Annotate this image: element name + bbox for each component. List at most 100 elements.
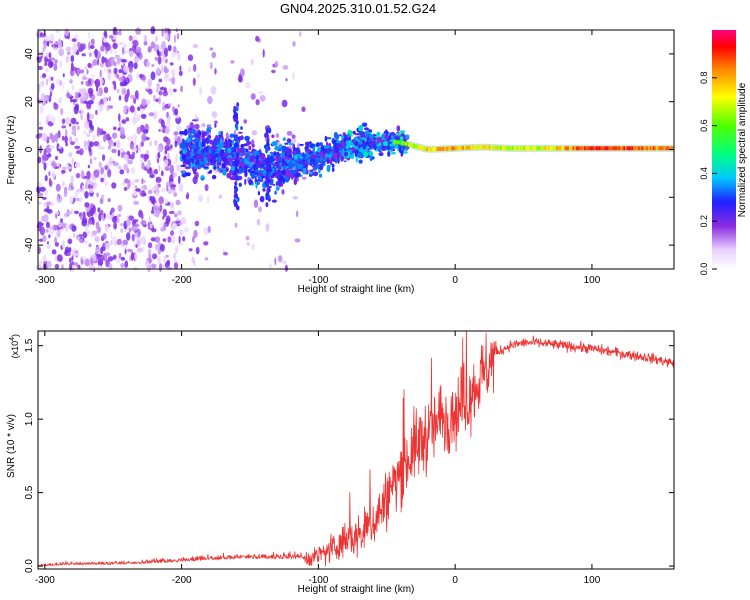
heatmap-blob [309, 169, 314, 173]
heatmap-blob [46, 243, 51, 249]
heatmap-blob [123, 108, 127, 114]
heatmap-blob [331, 167, 335, 172]
heatmap-blob [105, 252, 111, 257]
heatmap-blob [60, 107, 64, 116]
heatmap-blob [40, 33, 47, 38]
heatmap-blob [86, 230, 91, 235]
heatmap-blob [146, 150, 149, 155]
heatmap-blob [323, 145, 329, 149]
heatmap-blob [304, 141, 311, 147]
heatmap-blob [67, 51, 71, 56]
heatmap-blob [71, 225, 77, 232]
heatmap-blob [162, 238, 167, 242]
heatmap-blob [309, 158, 316, 163]
heatmap-blob [227, 157, 232, 162]
heatmap-blob [83, 140, 87, 147]
heatmap-blob [162, 216, 165, 220]
heatmap-blob [142, 192, 147, 197]
heatmap-spike-blob [235, 106, 239, 112]
heatmap-blob [77, 264, 81, 269]
heatmap-blob [167, 44, 172, 52]
heatmap-blob [150, 237, 156, 242]
heatmap-blob [293, 155, 298, 160]
heatmap-blob [108, 263, 113, 271]
heatmap-blob [43, 97, 48, 101]
heatmap-x-tick-label: 0 [452, 275, 458, 286]
heatmap-blob [167, 152, 170, 159]
heatmap-blob [291, 159, 296, 165]
heatmap-blob [94, 48, 98, 58]
heatmap-blob [258, 206, 262, 213]
heatmap-blob [178, 183, 184, 192]
snr-x-axis: -300 -200 -100 0 100 [35, 331, 601, 586]
heatmap-blob [296, 168, 299, 172]
heatmap-blob [112, 30, 117, 36]
heatmap-blob [299, 143, 304, 146]
snr-series-line [38, 331, 674, 567]
heatmap-spike-blob [265, 128, 269, 134]
heatmap-blob [117, 127, 121, 131]
heatmap-blob [81, 256, 87, 260]
heatmap-blob [62, 81, 65, 91]
heatmap-blob [178, 235, 181, 244]
heatmap-spike-blob [233, 185, 237, 191]
heatmap-blob [314, 158, 321, 164]
heatmap-blob [142, 179, 147, 184]
heatmap-blob [111, 148, 117, 154]
heatmap-blob [51, 160, 56, 168]
heatmap-blob [84, 202, 90, 208]
heatmap-blob [157, 51, 162, 57]
heatmap-blob [257, 90, 264, 95]
heatmap-blob [93, 181, 97, 190]
heatmap-blob [47, 113, 51, 120]
heatmap-blob [147, 249, 152, 254]
snr-y-tick-label: 0.0 [24, 559, 35, 573]
heatmap-blob [265, 223, 270, 232]
heatmap-spike-blob [266, 164, 269, 170]
heatmap-blob [214, 123, 217, 128]
heatmap-blob [55, 183, 61, 192]
heatmap-blob [185, 193, 189, 200]
heatmap-blob [289, 169, 295, 174]
heatmap-blob [149, 140, 152, 147]
heatmap-blob [67, 211, 73, 215]
heatmap-blob [273, 151, 277, 157]
heatmap-blob [62, 73, 65, 78]
heatmap-blob [180, 85, 184, 93]
heatmap-blob [72, 66, 77, 71]
heatmap-blob [280, 169, 286, 175]
heatmap-blob [128, 50, 134, 58]
heatmap-blob [118, 28, 122, 36]
heatmap-blob [50, 201, 55, 207]
heatmap-blob [128, 66, 133, 73]
colorbar-tick-label: 0.6 [699, 119, 709, 132]
heatmap-blob [147, 78, 152, 88]
heatmap-blob [72, 52, 76, 56]
heatmap-blob [123, 163, 129, 171]
heatmap-blob [102, 233, 107, 240]
heatmap-x-tick-label: -100 [308, 275, 328, 286]
heatmap-blob [218, 134, 223, 137]
heatmap-blob [161, 41, 167, 50]
heatmap-blob [66, 165, 72, 170]
heatmap-blob [71, 261, 75, 266]
heatmap-blob [44, 62, 48, 66]
snr-y-label: SNR (10 * v/v) [6, 414, 17, 478]
heatmap-blob [178, 175, 181, 185]
heatmap-blob [112, 132, 118, 139]
heatmap-blob [63, 188, 68, 198]
heatmap-blob [53, 102, 57, 106]
heatmap-blob [247, 168, 252, 173]
heatmap-blob [161, 102, 166, 106]
colorbar-label: Normalized spectral amplitude [737, 82, 748, 217]
heatmap-blob [81, 43, 86, 50]
heatmap-blob [99, 146, 105, 150]
heatmap-blob [206, 127, 210, 134]
heatmap-blob [175, 199, 181, 206]
heatmap-blob [125, 117, 130, 122]
heatmap-blob [271, 69, 276, 74]
heatmap-blob [84, 66, 87, 70]
heatmap-blob [275, 186, 280, 191]
